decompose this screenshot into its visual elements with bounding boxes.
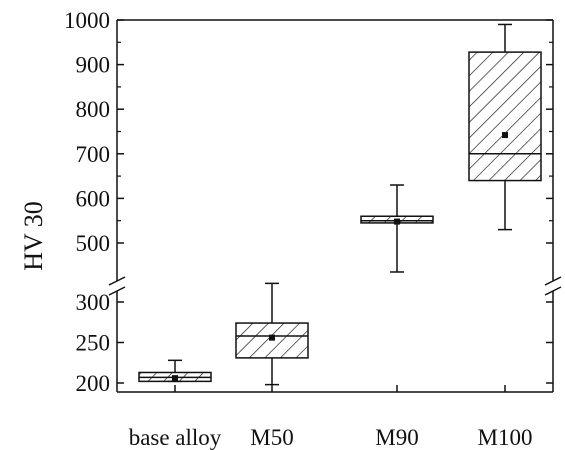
mean-marker (269, 334, 275, 341)
y-tick-label: 900 (76, 53, 111, 78)
x-tick-label: M90 (375, 425, 418, 450)
axis-break-mark-left (108, 276, 126, 286)
y-tick-label: 500 (76, 231, 111, 256)
axis-break-mark-right (544, 286, 562, 296)
mean-marker (502, 132, 508, 139)
axis-break-mark-right (544, 276, 562, 286)
axis-break-mark-left (108, 286, 126, 296)
mean-marker (172, 375, 178, 382)
y-tick-label: 600 (76, 186, 111, 211)
y-tick-label: 200 (76, 371, 111, 396)
x-tick-label: M100 (478, 425, 533, 450)
y-tick-label: 800 (76, 97, 111, 122)
y-tick-label: 300 (76, 290, 111, 315)
x-tick-label: M50 (250, 425, 293, 450)
y-tick-label: 1000 (64, 8, 110, 33)
box-M100 (468, 51, 542, 182)
y-tick-label: 700 (76, 142, 111, 167)
x-tick-label: base alloy (129, 425, 222, 450)
y-tick-label: 250 (76, 331, 111, 356)
y-axis-title: HV 30 (19, 201, 48, 271)
plot-area: 200 250 300 500 600 700 800 900 1000 base alloy M5… (64, 8, 562, 450)
mean-marker (394, 218, 400, 225)
